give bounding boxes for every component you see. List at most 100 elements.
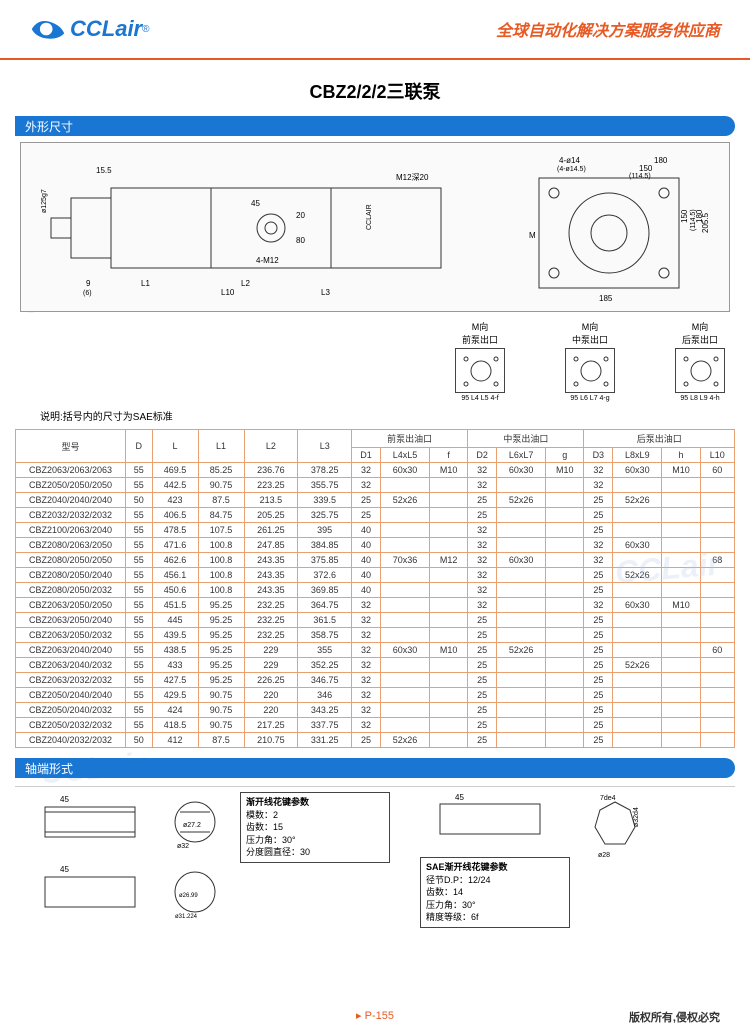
table-cell: 87.5 [198,493,244,508]
table-cell: 25 [584,658,613,673]
table-cell [546,538,584,553]
table-cell: CBZ2080/2050/2040 [16,568,126,583]
table-cell: 55 [126,658,153,673]
table-cell: 52x26 [380,733,429,748]
table-row: CBZ2050/2040/204055429.590.7522034632252… [16,688,735,703]
table-cell: M10 [430,463,468,478]
table-cell: 32 [468,538,497,553]
table-cell: 226.25 [244,673,298,688]
svg-text:20: 20 [296,211,305,220]
th-f: f [430,448,468,463]
table-cell [430,628,468,643]
th-l10: L10 [700,448,734,463]
svg-text:ø31.224: ø31.224 [175,914,198,920]
table-cell: 95.25 [198,673,244,688]
th-rear: 后泵出油口 [584,430,735,448]
table-cell [380,583,429,598]
table-cell: 50 [126,733,153,748]
table-cell: 418.5 [152,718,198,733]
table-cell: 90.75 [198,718,244,733]
svg-text:ø32: ø32 [177,843,189,850]
table-cell: 369.85 [298,583,352,598]
svg-text:(6): (6) [83,290,92,297]
table-cell: 32 [352,463,381,478]
table-cell: CBZ2040/2032/2032 [16,733,126,748]
table-cell: 352.25 [298,658,352,673]
table-cell: CBZ2063/2050/2032 [16,628,126,643]
table-cell [546,493,584,508]
table-cell: 412 [152,733,198,748]
table-cell: 32 [468,478,497,493]
table-cell: 55 [126,628,153,643]
table-cell: 442.5 [152,478,198,493]
page-title: CBZ2/2/2三联泵 [0,78,750,104]
table-cell: 424 [152,703,198,718]
table-cell: 205.25 [244,508,298,523]
table-row: CBZ2063/2050/20405544595.25232.25361.532… [16,613,735,628]
section-dims: 外形尺寸 [15,116,735,136]
table-row: CBZ2063/2063/206355469.585.25236.76378.2… [16,463,735,478]
table-cell [546,598,584,613]
table-cell: 32 [352,658,381,673]
table-cell: 87.5 [198,733,244,748]
table-cell: 32 [352,718,381,733]
table-cell: 25 [468,628,497,643]
table-cell: 84.75 [198,508,244,523]
table-cell [497,658,546,673]
table-cell: 25 [468,703,497,718]
th-d1: D1 [352,448,381,463]
table-cell [700,568,734,583]
table-cell: 100.8 [198,583,244,598]
svg-text:M: M [529,231,536,240]
table-cell: 355 [298,643,352,658]
table-cell: 220 [244,703,298,718]
table-cell [662,703,700,718]
table-cell: 25 [584,628,613,643]
table-cell: 433 [152,658,198,673]
table-cell [662,553,700,568]
table-cell: 60x30 [497,553,546,568]
table-cell [700,673,734,688]
table-cell: 32 [352,703,381,718]
svg-text:M12深20: M12深20 [396,173,429,182]
table-cell [430,688,468,703]
table-cell [430,568,468,583]
table-cell [662,718,700,733]
th-l: L [152,430,198,463]
table-cell: 55 [126,508,153,523]
table-cell [380,568,429,583]
table-cell: 32 [468,523,497,538]
table-cell [380,688,429,703]
table-cell [662,568,700,583]
table-cell [497,628,546,643]
svg-text:(114.5): (114.5) [629,173,651,180]
table-cell: 95.25 [198,628,244,643]
table-cell [497,478,546,493]
svg-text:7de4: 7de4 [600,795,616,802]
logo-icon [30,15,66,43]
table-cell: 32 [468,463,497,478]
table-cell [430,673,468,688]
table-cell: 372.6 [298,568,352,583]
table-cell [662,538,700,553]
table-cell: 60x30 [497,463,546,478]
drawing-side-view: 15.5 45 20 80 4-M12 M12深20 ø125g7 9 (6) … [41,158,471,298]
shaft-sketch-5: 45 [420,792,560,847]
table-cell [380,703,429,718]
table-cell: 469.5 [152,463,198,478]
table-cell: 32 [352,478,381,493]
table-cell [430,658,468,673]
table-cell: CBZ2050/2032/2032 [16,718,126,733]
table-cell: 478.5 [152,523,198,538]
table-cell [546,628,584,643]
th-g: g [546,448,584,463]
svg-text:45: 45 [60,795,69,804]
table-cell: 60x30 [380,643,429,658]
table-cell: 52x26 [613,493,662,508]
svg-text:L3: L3 [321,288,330,297]
svg-text:ø27.2: ø27.2 [183,822,201,829]
table-cell: CBZ2063/2040/2032 [16,658,126,673]
table-cell: 220 [244,688,298,703]
table-row: CBZ2063/2040/20325543395.25229352.253225… [16,658,735,673]
table-cell: 55 [126,673,153,688]
